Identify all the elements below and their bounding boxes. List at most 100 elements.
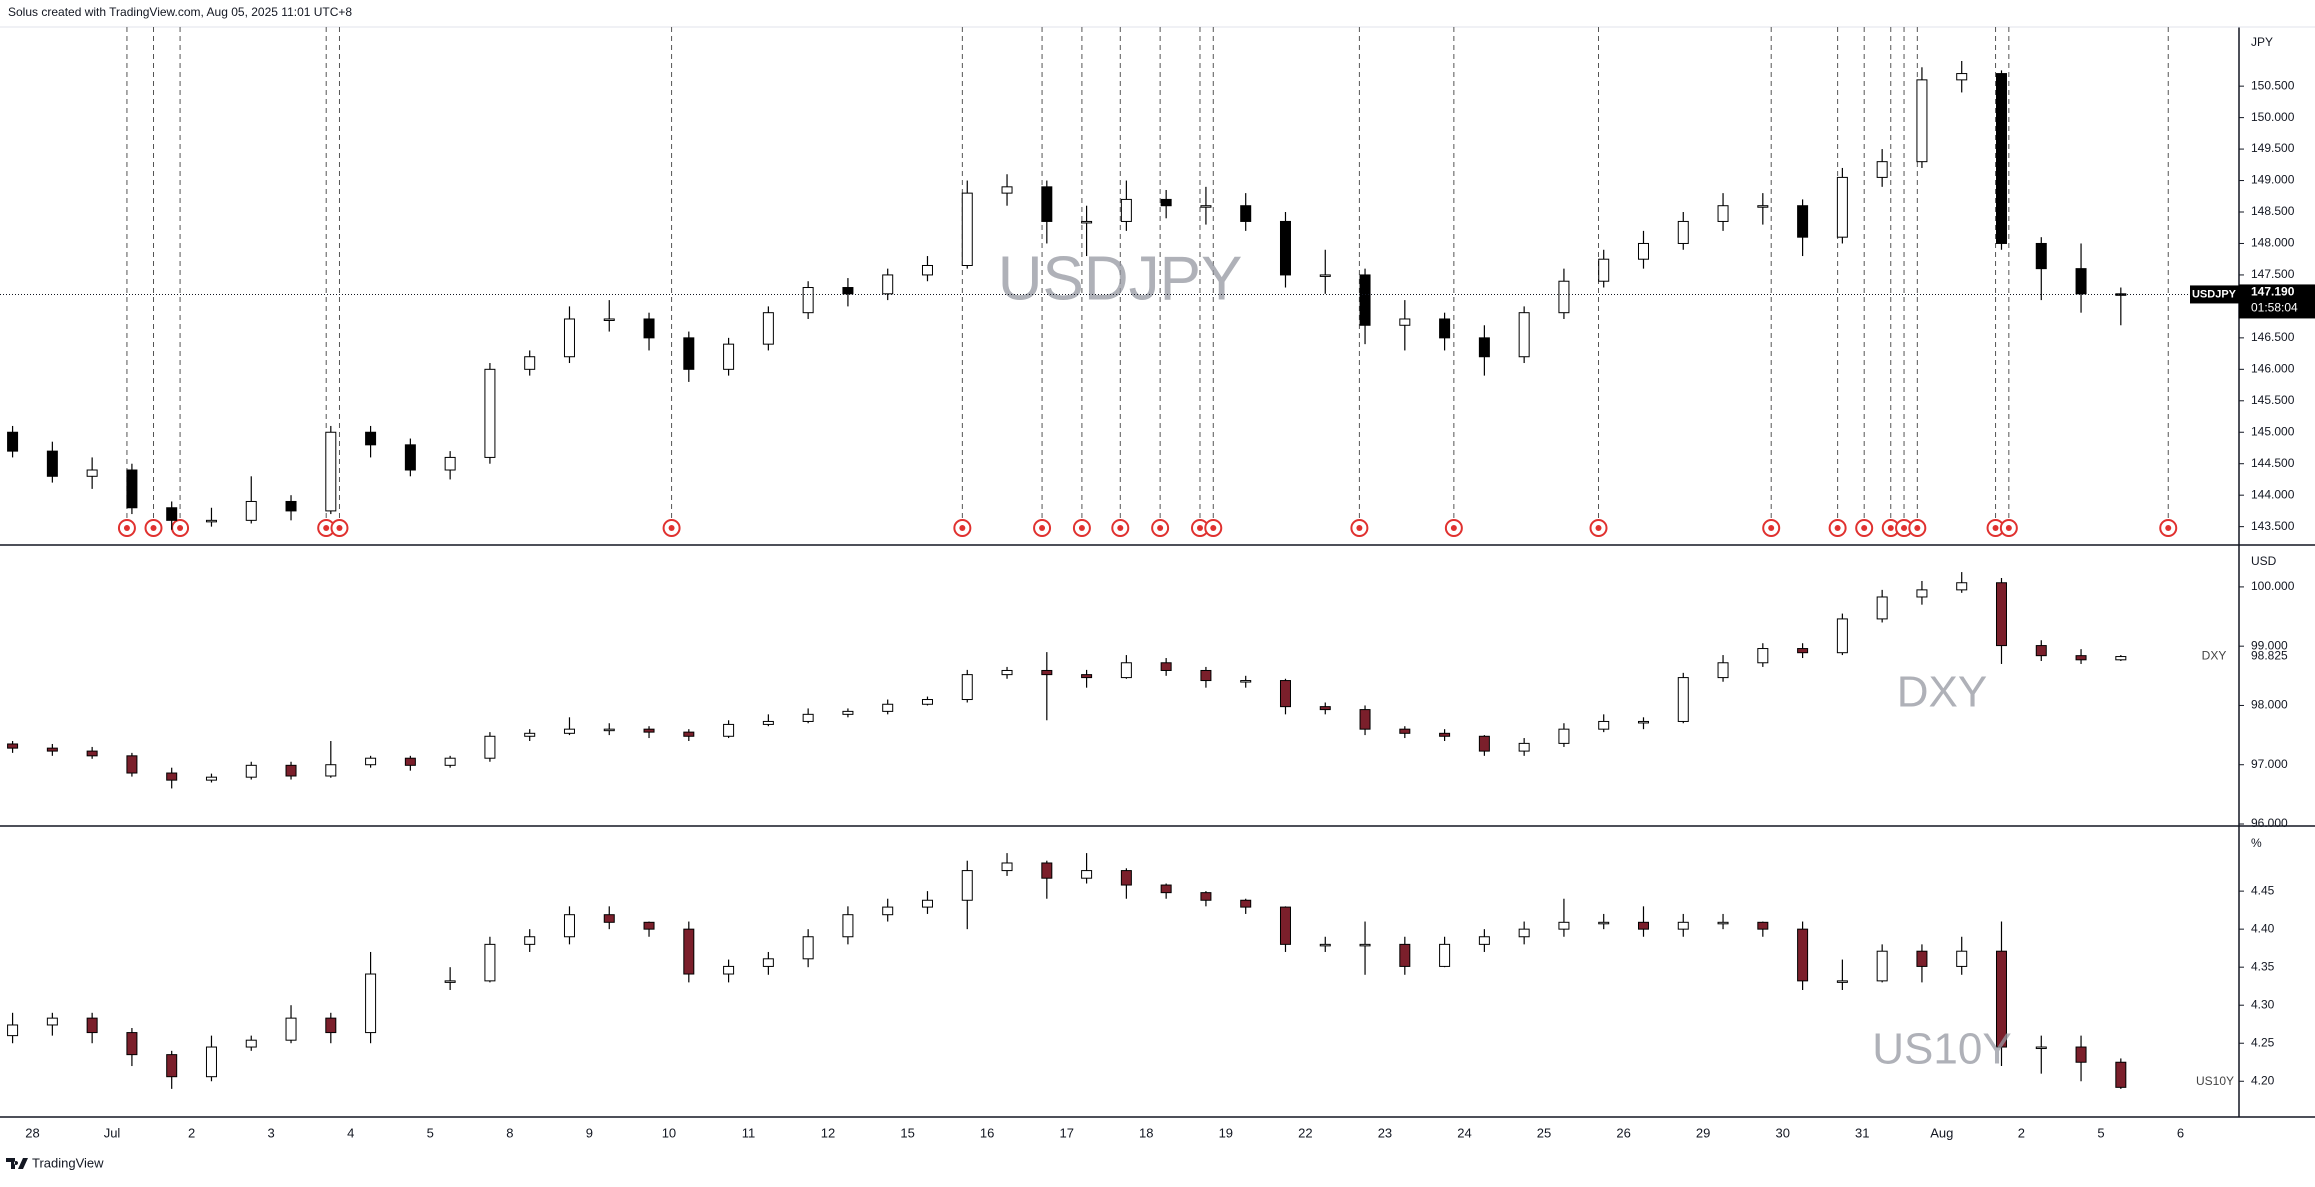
candle-body bbox=[643, 921, 655, 930]
candle-body bbox=[444, 980, 456, 983]
candle-body bbox=[1240, 899, 1252, 908]
x-tick-label: 16 bbox=[980, 1125, 994, 1140]
x-tick-label: 4 bbox=[347, 1125, 354, 1140]
event-icon-dot bbox=[1450, 525, 1457, 531]
symbol-tag-bg bbox=[2190, 285, 2239, 304]
candle-body bbox=[365, 973, 377, 1034]
y-tick-label: 145.000 bbox=[2251, 424, 2295, 438]
candle-body bbox=[126, 1032, 138, 1056]
y-tick-label: 96.000 bbox=[2251, 816, 2288, 830]
event-icon-dot bbox=[1117, 525, 1124, 531]
candle-body bbox=[2075, 1046, 2087, 1063]
candle-body bbox=[1478, 337, 1490, 358]
candle-body bbox=[1558, 921, 1570, 930]
candle-body bbox=[1717, 205, 1729, 222]
y-tick-label: 146.500 bbox=[2251, 330, 2295, 344]
candle-body bbox=[1001, 862, 1013, 872]
x-tick-label: 15 bbox=[900, 1125, 914, 1140]
event-icon-dot bbox=[668, 525, 675, 531]
candle-body bbox=[1518, 928, 1530, 938]
y-tick-label: 147.500 bbox=[2251, 267, 2295, 281]
y-tick-label: 149.500 bbox=[2251, 141, 2295, 155]
footer: TradingView bbox=[32, 1155, 104, 1170]
y-tick-label: 148.500 bbox=[2251, 204, 2295, 218]
candle-body bbox=[2075, 268, 2087, 295]
candle-body bbox=[762, 312, 774, 345]
x-tick-label: 29 bbox=[1696, 1125, 1710, 1140]
candle-body bbox=[166, 772, 178, 781]
candle-body bbox=[444, 456, 456, 471]
candle-body bbox=[802, 713, 814, 722]
candle-body bbox=[1001, 669, 1013, 676]
candle-body bbox=[603, 318, 615, 321]
candle-body bbox=[1120, 198, 1132, 222]
candle-body bbox=[484, 735, 496, 759]
countdown: 01:58:04 bbox=[2251, 301, 2298, 315]
event-icon-dot bbox=[1861, 525, 1868, 531]
candle-body bbox=[1200, 205, 1212, 208]
watermark: DXY bbox=[1897, 668, 1987, 717]
candle-body bbox=[1717, 921, 1729, 925]
candle-body bbox=[1478, 735, 1490, 752]
candle-body bbox=[603, 728, 615, 732]
event-icon-dot bbox=[1595, 525, 1602, 531]
event-icon-dot bbox=[2165, 525, 2172, 531]
candle-body bbox=[1916, 950, 1928, 967]
candle-body bbox=[1240, 205, 1252, 222]
y-tick-label: 150.000 bbox=[2251, 110, 2295, 124]
candle-body bbox=[1598, 258, 1610, 282]
candle-body bbox=[643, 728, 655, 733]
candle-body bbox=[86, 750, 98, 757]
x-tick-label: 5 bbox=[2097, 1125, 2104, 1140]
candle-body bbox=[1041, 862, 1053, 879]
x-tick-label: 5 bbox=[427, 1125, 434, 1140]
candle-body bbox=[1041, 669, 1053, 676]
candle-body bbox=[7, 1024, 19, 1037]
candle-body bbox=[921, 264, 933, 276]
x-tick-label: 10 bbox=[662, 1125, 676, 1140]
candle-body bbox=[1001, 186, 1013, 194]
candle-body bbox=[1637, 720, 1649, 724]
candle-body bbox=[1319, 706, 1331, 711]
candle-body bbox=[1956, 582, 1968, 591]
y-tick-label: 145.500 bbox=[2251, 393, 2295, 407]
candle-body bbox=[683, 928, 695, 975]
event-icon-dot bbox=[1039, 525, 1046, 531]
candle-body bbox=[802, 936, 814, 960]
candle-body bbox=[563, 318, 575, 358]
candle-body bbox=[1677, 220, 1689, 244]
candle-body bbox=[404, 757, 416, 766]
candle-body bbox=[1439, 732, 1451, 737]
x-tick-label: 19 bbox=[1219, 1125, 1233, 1140]
candle-body bbox=[484, 943, 496, 982]
candle-body bbox=[1797, 928, 1809, 982]
candle-body bbox=[1876, 161, 1888, 178]
candle-body bbox=[484, 368, 496, 458]
candle-body bbox=[1081, 870, 1093, 879]
candle-body bbox=[7, 743, 19, 749]
event-icon-dot bbox=[123, 525, 130, 531]
x-tick-label: 28 bbox=[25, 1125, 39, 1140]
candle-body bbox=[205, 1046, 217, 1078]
candle-body bbox=[1757, 205, 1769, 208]
candle-body bbox=[1876, 596, 1888, 620]
candle-body bbox=[325, 764, 337, 777]
currency-label: JPY bbox=[2251, 35, 2273, 49]
price-tag-bg bbox=[2239, 284, 2315, 319]
candle-body bbox=[2035, 1046, 2047, 1050]
candle-body bbox=[1637, 921, 1649, 930]
candle-body bbox=[245, 764, 257, 778]
candle-body bbox=[723, 723, 735, 737]
symbol-tag: DXY bbox=[2202, 649, 2227, 663]
candle-body bbox=[285, 764, 297, 777]
candle-body bbox=[603, 914, 615, 923]
event-icon-dot bbox=[336, 525, 343, 531]
event-icon-dot bbox=[1078, 525, 1085, 531]
y-tick-label: 149.000 bbox=[2251, 173, 2295, 187]
x-tick-label: 2 bbox=[2018, 1125, 2025, 1140]
x-tick-label: 8 bbox=[506, 1125, 513, 1140]
candle-body bbox=[1160, 198, 1172, 207]
x-tick-label: 24 bbox=[1457, 1125, 1471, 1140]
candle-body bbox=[1956, 73, 1968, 81]
